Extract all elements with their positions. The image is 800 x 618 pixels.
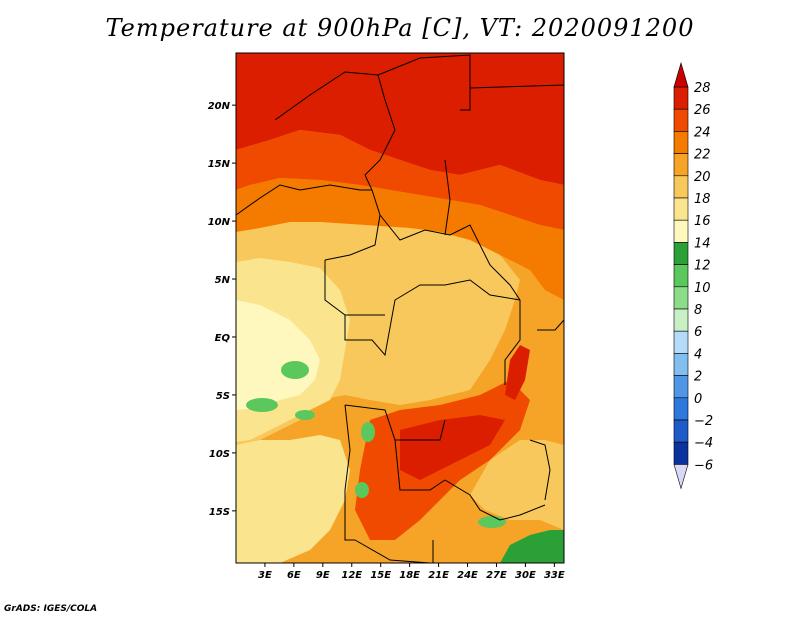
green-spot-1 xyxy=(281,361,309,379)
country-borders xyxy=(235,54,565,564)
lon-tick-label: 6E xyxy=(287,570,301,581)
lon-tick-label: 18E xyxy=(399,570,420,581)
green-spot-4 xyxy=(361,422,375,442)
colorbar-level-label: 14 xyxy=(694,236,711,251)
lon-tick-label: 30E xyxy=(515,570,536,581)
colorbar-level-label: 16 xyxy=(694,214,711,229)
lat-tick-label: 10S xyxy=(209,449,230,460)
lat-tick-label: 10N xyxy=(208,217,231,228)
colorbar-level-label: 28 xyxy=(694,81,711,96)
colorbar-swatch xyxy=(673,264,689,288)
colorbar-swatch xyxy=(673,375,689,399)
colorbar-level-label: 10 xyxy=(694,281,711,296)
colorbar-level-label: 18 xyxy=(694,192,711,207)
colorbar-swatch xyxy=(673,86,689,110)
zone-sw-cool xyxy=(236,435,350,563)
green-spot-6 xyxy=(478,516,506,528)
lon-tick-label: 15E xyxy=(370,570,391,581)
colorbar-under-arrow xyxy=(673,464,689,490)
zone-24 xyxy=(236,178,564,300)
colorbar-level-label: −4 xyxy=(694,436,713,451)
zone-south-core xyxy=(400,415,505,480)
lon-tick-label: 33E xyxy=(544,570,565,581)
lat-tick-label: 20N xyxy=(208,101,231,112)
temperature-field xyxy=(236,53,564,563)
colorbar-swatch xyxy=(673,397,689,421)
colorbar-level-label: 0 xyxy=(694,392,702,407)
rift-streak xyxy=(505,345,530,400)
colorbar-swatch xyxy=(673,353,689,376)
colorbar-level-label: 4 xyxy=(694,347,702,362)
colorbar-level-label: 6 xyxy=(694,325,702,340)
colorbar-level-label: 22 xyxy=(694,148,711,163)
colorbar-swatch xyxy=(673,219,689,243)
colorbar-over-arrow xyxy=(673,61,689,88)
colorbar-level-label: 20 xyxy=(694,170,711,185)
lat-tick-label: EQ xyxy=(215,333,231,344)
zone-ocean-cool xyxy=(236,300,320,410)
colorbar-swatch xyxy=(673,441,689,465)
colorbar-swatch xyxy=(673,330,689,354)
lat-tick-label: 15N xyxy=(208,159,231,170)
latitude-axis: 20N 15N 10N 5N EQ 5S 10S 15S xyxy=(208,101,236,518)
colorbar-swatch xyxy=(673,131,689,154)
green-spot-se xyxy=(500,530,564,563)
colorbar-swatch xyxy=(673,419,689,443)
map-frame xyxy=(235,52,565,564)
lon-tick-label: 24E xyxy=(457,570,478,581)
colorbar-level-label: −2 xyxy=(694,414,713,429)
lon-tick-label: 12E xyxy=(341,570,362,581)
zone-north-hot xyxy=(236,53,564,185)
colorbar-level-label: −6 xyxy=(694,458,713,473)
lat-tick-label: 15S xyxy=(209,507,230,518)
colorbar-swatch xyxy=(673,242,689,265)
colorbar-level-label: 2 xyxy=(694,370,702,385)
colorbar-swatch xyxy=(673,153,689,177)
colorbar-swatch xyxy=(673,197,689,221)
colorbar-swatch xyxy=(673,286,689,310)
lat-tick-label: 5N xyxy=(215,275,231,286)
colorbar-level-label: 26 xyxy=(694,103,711,118)
longitude-axis: 3E 6E 9E 12E 15E 18E 21E 24E 27E 30E 33E xyxy=(258,563,565,581)
map-title: Temperature at 900hPa [C], VT: 202009120… xyxy=(105,14,695,42)
colorbar-level-label: 24 xyxy=(694,125,711,140)
lon-tick-label: 3E xyxy=(258,570,272,581)
colorbar-level-label: 8 xyxy=(694,303,702,318)
grads-credit: GrADS: IGES/COLA xyxy=(4,604,98,614)
lon-tick-label: 21E xyxy=(428,570,449,581)
green-spot-5 xyxy=(355,482,369,498)
green-spot-3 xyxy=(295,410,315,420)
colorbar-swatch xyxy=(673,175,689,199)
colorbar-level-label: 12 xyxy=(694,259,711,274)
lon-tick-label: 9E xyxy=(316,570,330,581)
lat-tick-label: 5S xyxy=(216,391,230,402)
lon-tick-label: 27E xyxy=(486,570,507,581)
colorbar-swatch xyxy=(673,108,689,132)
colorbar-swatch xyxy=(673,308,689,332)
zone-se-cool xyxy=(470,440,564,530)
zone-sahel xyxy=(236,130,564,230)
green-spot-2 xyxy=(246,398,278,412)
